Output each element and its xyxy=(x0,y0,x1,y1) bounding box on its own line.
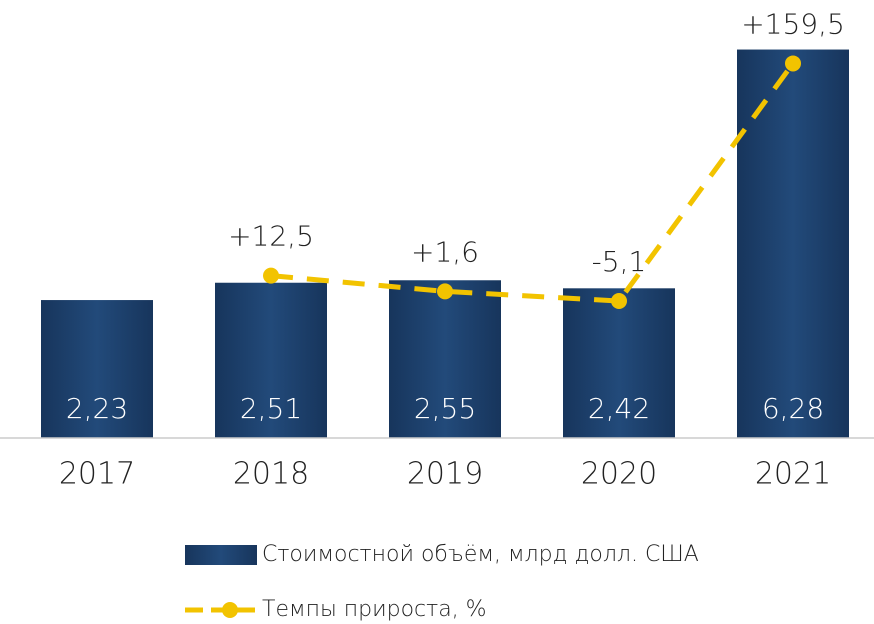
bar xyxy=(215,282,327,438)
line xyxy=(270,61,796,304)
x-tick-label: 2021 xyxy=(755,457,831,492)
line-value-label: +1,6 xyxy=(411,235,479,268)
x-tick-label: 2018 xyxy=(233,457,309,492)
legend-label: Стоимостной объём, млрд долл. США xyxy=(262,542,699,567)
bar-value-label: 6,28 xyxy=(762,392,824,425)
line-value-label: -5,1 xyxy=(592,245,647,278)
legend-swatch xyxy=(185,545,257,565)
bar xyxy=(563,288,675,438)
line-marker xyxy=(785,55,801,72)
bar xyxy=(41,300,153,438)
bar-value-label: 2,23 xyxy=(66,392,128,425)
line-marker xyxy=(437,283,453,300)
x-tick-label: 2020 xyxy=(581,457,657,492)
bar-value-label: 2,51 xyxy=(240,392,302,425)
bar-value-label: 2,55 xyxy=(414,392,476,425)
line-value-label: +12,5 xyxy=(228,220,314,253)
line-value-label: +159,5 xyxy=(741,7,845,40)
bar xyxy=(389,280,501,438)
bar-value-label: 2,42 xyxy=(588,392,650,425)
line-marker xyxy=(263,267,279,284)
legend-label: Темпы прироста, % xyxy=(262,597,487,622)
x-tick-label: 2017 xyxy=(59,457,135,492)
line-marker xyxy=(611,293,627,310)
legend-marker xyxy=(222,602,238,618)
x-tick-label: 2019 xyxy=(407,457,483,492)
bar xyxy=(737,49,849,439)
